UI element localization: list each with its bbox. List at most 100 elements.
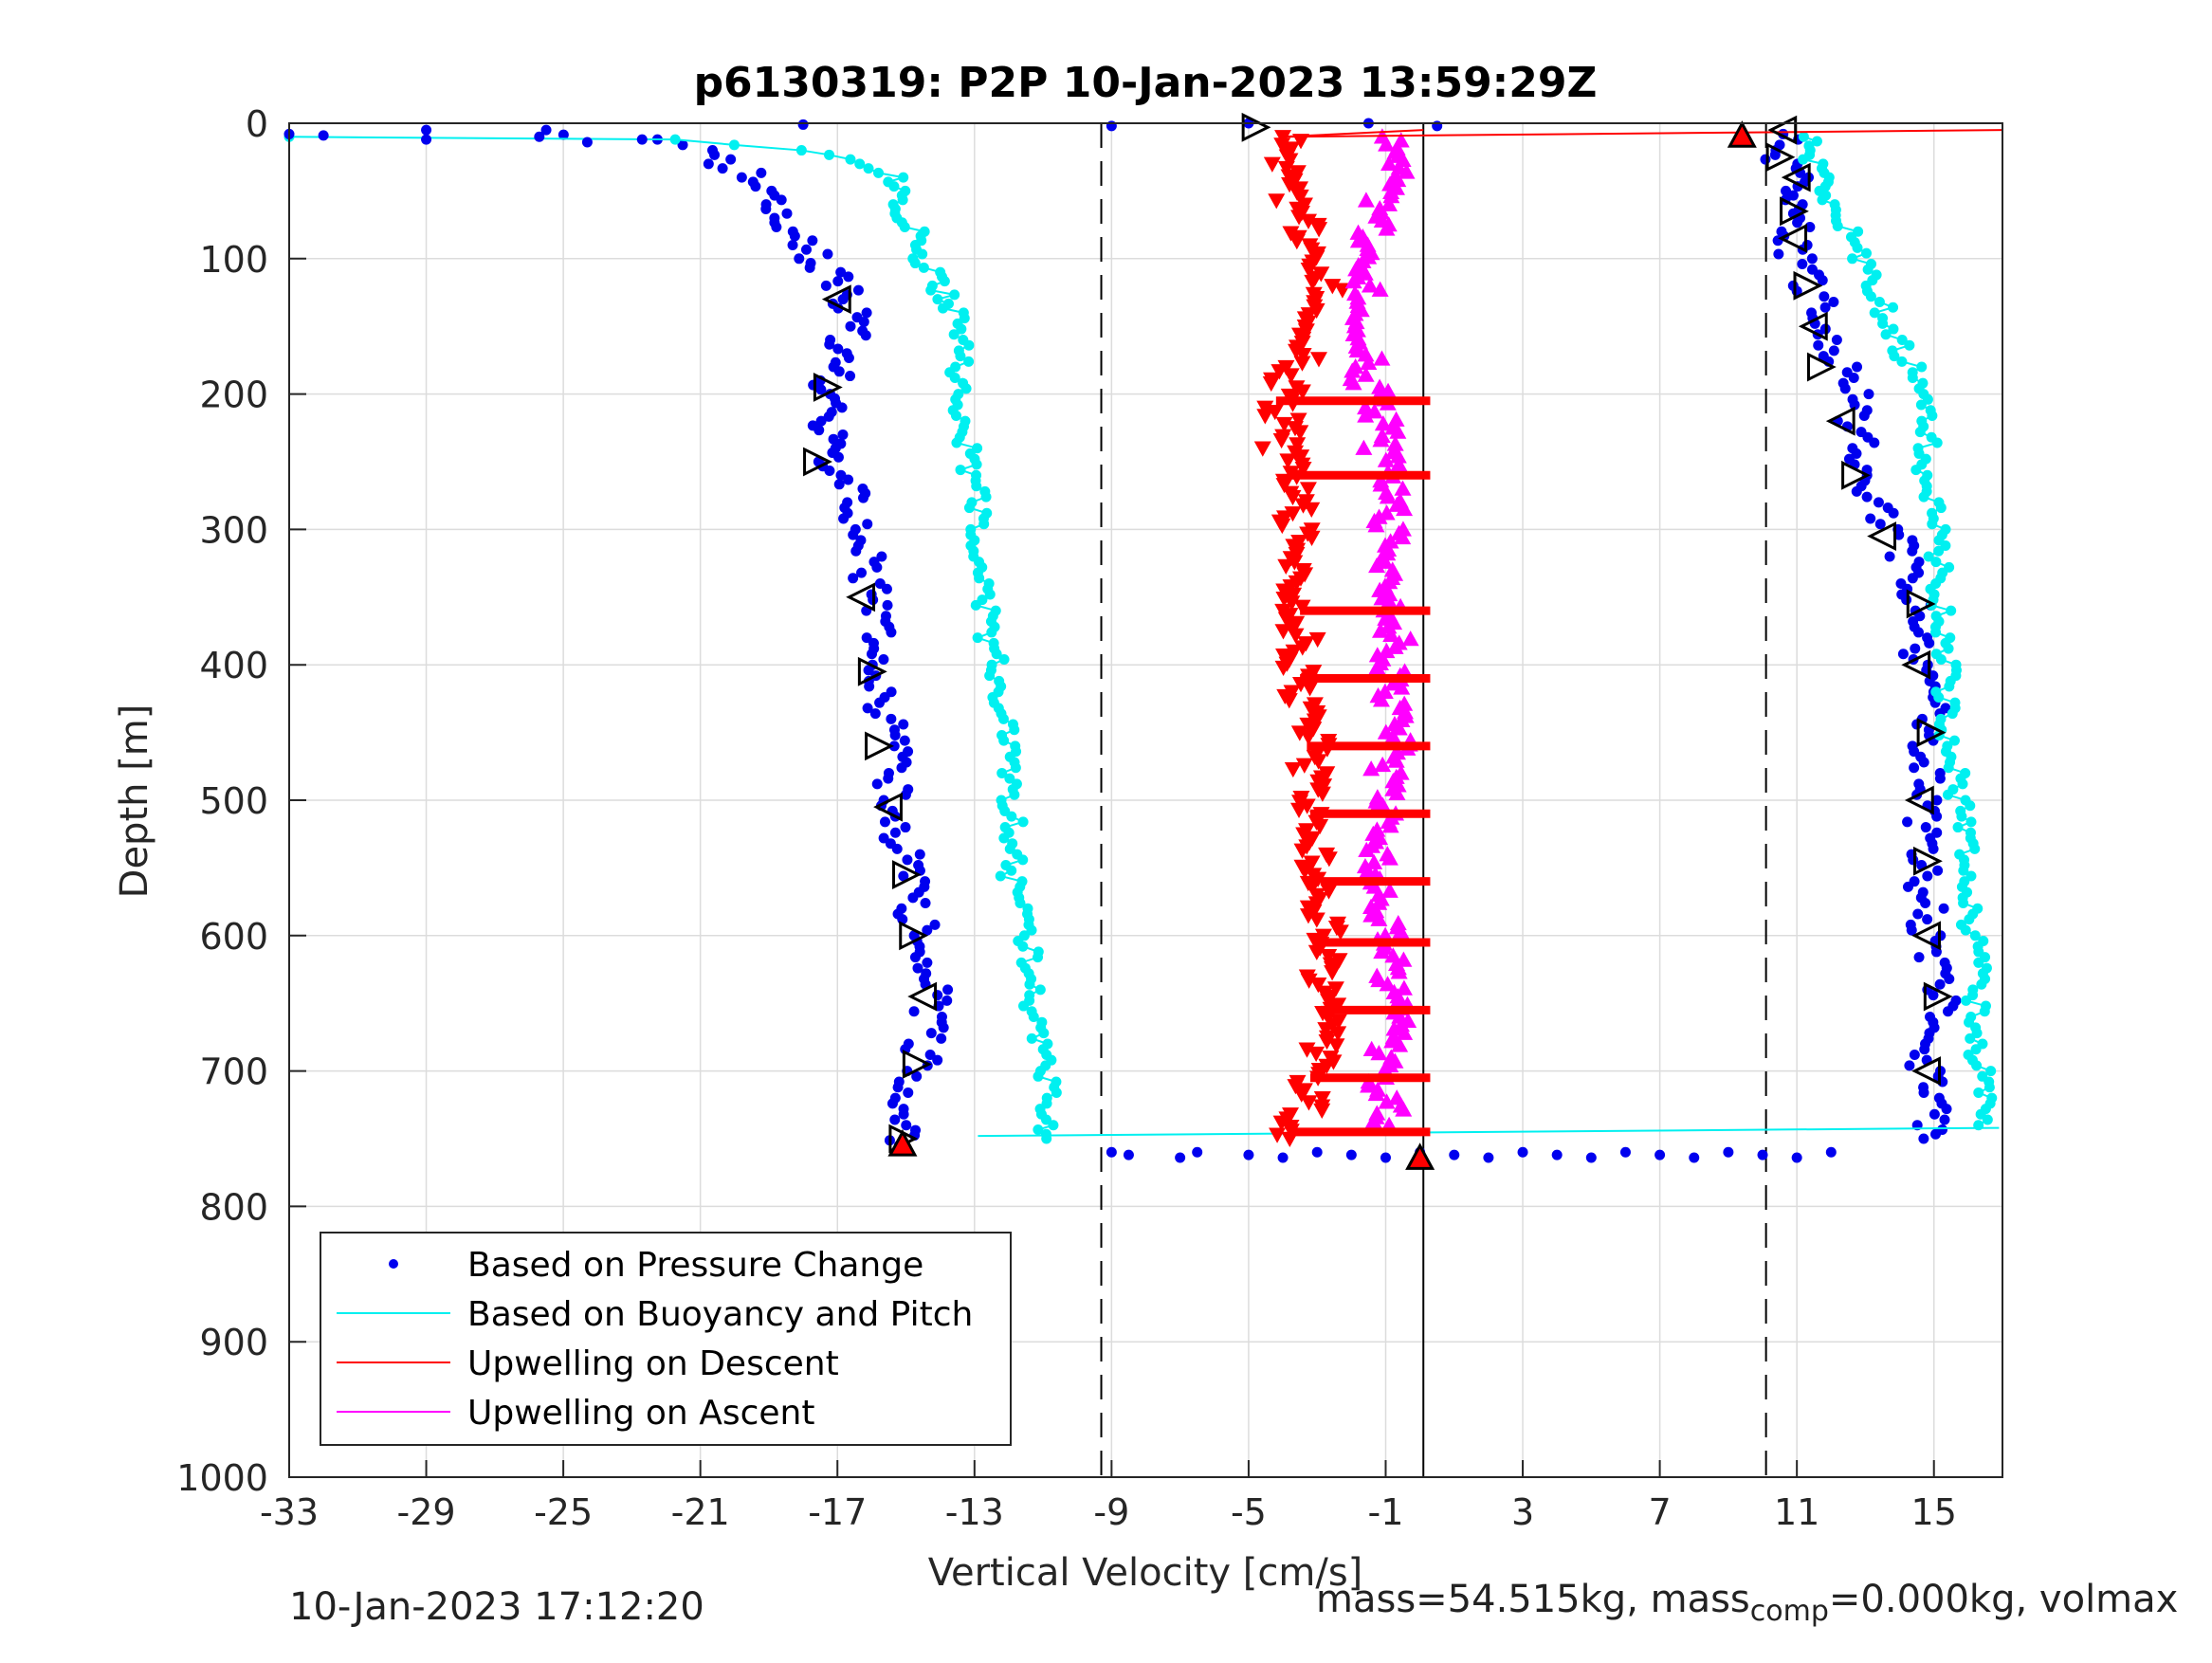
pressure-change-point — [1910, 643, 1921, 654]
buoyancy-pitch-point — [1006, 811, 1017, 822]
upwelling-descent-marker — [1324, 279, 1342, 295]
pitch-marker — [1793, 270, 1823, 301]
pressure-change-point — [1797, 259, 1808, 270]
buoyancy-pitch-point — [1961, 995, 1972, 1006]
buoyancy-pitch-point — [1979, 1006, 1990, 1017]
pressure-change-point — [421, 124, 432, 136]
upwelling-descent-marker — [1271, 364, 1289, 380]
buoyancy-pitch-point — [1927, 410, 1938, 421]
pressure-change-point — [1918, 1087, 1929, 1098]
upwelling-ascent-marker — [1372, 431, 1390, 448]
upwelling-ascent-marker — [1344, 375, 1362, 391]
pressure-change-point — [781, 208, 793, 219]
pressure-change-point — [807, 235, 818, 247]
upwelling-descent-marker — [1283, 685, 1301, 701]
pressure-change-point — [771, 221, 782, 232]
pressure-change-point — [1943, 1006, 1954, 1017]
upwelling-ascent-marker — [1365, 403, 1383, 419]
pressure-change-bottom-point — [1311, 1146, 1323, 1158]
pressure-change-point — [860, 330, 871, 341]
pressure-change-point — [1929, 1108, 1940, 1120]
pressure-change-point — [871, 561, 883, 573]
upwelling-descent-marker — [1298, 798, 1316, 814]
buoyancy-pitch-point — [1933, 691, 1945, 703]
event-marker — [887, 1128, 918, 1157]
pressure-change-point — [836, 402, 848, 413]
buoyancy-pitch-point — [939, 276, 950, 287]
upwelling-ascent-marker — [1390, 963, 1408, 979]
pressure-change-surface-point — [797, 119, 809, 130]
upwelling-ascent-marker — [1380, 155, 1398, 172]
upwelling-descent-marker — [1325, 1054, 1343, 1070]
buoyancy-pitch-point — [1004, 773, 1015, 784]
pressure-change-point — [1861, 491, 1873, 503]
pressure-change-point — [558, 129, 569, 140]
buoyancy-pitch-point — [1009, 724, 1020, 736]
pressure-change-point — [837, 429, 849, 440]
upwelling-descent-marker — [1289, 437, 1307, 453]
pressure-change-point — [1773, 248, 1784, 260]
upwelling-descent-marker — [1277, 612, 1295, 628]
pressure-change-point — [1922, 914, 1933, 925]
buoyancy-pitch-point — [980, 491, 992, 503]
buoyancy-pitch-point — [1915, 399, 1927, 411]
upwelling-ascent-marker — [1386, 435, 1404, 451]
pressure-change-point — [760, 203, 772, 214]
buoyancy-pitch-point — [1935, 503, 1947, 514]
upwelling-ascent-marker — [1394, 480, 1412, 496]
upwelling-descent-marker — [1318, 1033, 1336, 1051]
pressure-change-bottom-point — [1192, 1146, 1203, 1158]
buoyancy-pitch-point — [1798, 131, 1809, 142]
upwelling-descent-marker — [1282, 368, 1300, 384]
pressure-change-point — [920, 898, 931, 909]
buoyancy-pitch-point — [963, 356, 975, 367]
pressure-change-point — [1839, 383, 1851, 394]
pressure-change-point — [833, 366, 845, 377]
buoyancy-pitch-point — [845, 154, 856, 165]
upwelling-ascent-marker — [1396, 1024, 1414, 1040]
pressure-change-point — [1828, 345, 1839, 356]
pressure-change-point — [901, 1120, 912, 1131]
pressure-change-point — [899, 735, 910, 746]
upwelling-descent-marker — [1309, 871, 1327, 887]
upwelling-descent-marker — [1307, 302, 1325, 320]
upwelling-descent-marker — [1295, 758, 1313, 774]
pitch-marker — [1798, 311, 1828, 341]
buoyancy-pitch-point — [909, 258, 921, 269]
buoyancy-pitch-point — [1832, 221, 1843, 232]
pressure-change-point — [789, 230, 800, 242]
pressure-change-point — [822, 248, 833, 260]
pitch-marker — [1841, 460, 1871, 490]
upwelling-descent-marker — [1320, 949, 1338, 965]
upwelling-descent-marker — [1300, 1095, 1318, 1111]
pressure-change-point — [824, 466, 835, 477]
upwelling-descent-marker — [1300, 213, 1318, 229]
pressure-change-point — [896, 762, 907, 774]
upwelling-ascent-marker — [1373, 942, 1391, 959]
pressure-change-point — [1939, 1114, 1950, 1125]
upwelling-ascent-marker — [1379, 488, 1397, 504]
x-tick-label: -1 — [1368, 1491, 1404, 1533]
upwelling-descent-marker — [1300, 263, 1318, 279]
buoyancy-pitch-point — [1896, 334, 1908, 345]
buoyancy-pitch-point — [1910, 465, 1922, 476]
pressure-change-bottom-point — [1243, 1149, 1254, 1160]
buoyancy-pitch-point — [1006, 865, 1017, 876]
pressure-change-point — [1849, 399, 1860, 411]
buoyancy-pitch-point — [917, 248, 928, 260]
upwelling-ascent-marker — [1382, 188, 1400, 204]
pressure-change-point — [1787, 190, 1799, 201]
buoyancy-pitch-point — [1026, 1033, 1037, 1044]
pressure-change-point — [932, 990, 943, 1001]
pressure-change-point — [908, 1006, 920, 1017]
pressure-change-point — [883, 773, 894, 784]
buoyancy-pitch-point — [1888, 302, 1899, 313]
buoyancy-pitch-point — [1942, 789, 1953, 800]
pressure-change-surface-point — [534, 131, 545, 142]
pressure-change-point — [887, 1098, 898, 1109]
pressure-change-point — [1906, 924, 1917, 936]
upwelling-descent-marker — [1317, 1022, 1335, 1038]
buoyancy-pitch-point — [1948, 735, 1960, 746]
event-marker — [1727, 120, 1757, 148]
upwelling-descent-marker — [1280, 693, 1298, 709]
